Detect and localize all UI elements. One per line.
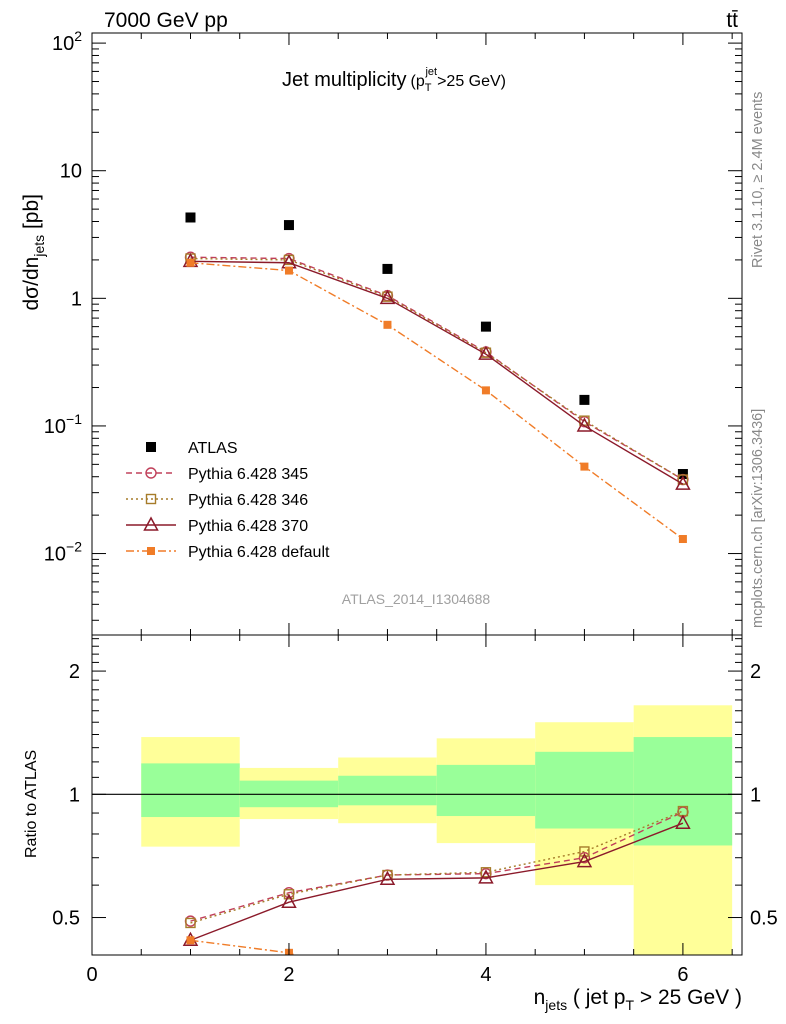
y-tick-label: 10−2 — [44, 539, 82, 566]
data-point — [576, 417, 593, 432]
data-point — [185, 212, 196, 223]
data-point — [383, 320, 392, 329]
data-point — [481, 386, 490, 395]
legend-entry: Pythia 6.428 345 — [126, 466, 308, 483]
legend-marker — [147, 547, 155, 555]
data-point — [578, 852, 591, 864]
ratio-ylabel: Ratio to ATLAS — [23, 750, 40, 858]
green-band — [436, 764, 536, 817]
green-band — [338, 775, 437, 806]
watermark: ATLAS_2014_I1304688 — [342, 591, 491, 607]
y-tick-label: 10 — [60, 161, 82, 183]
legend-entry: Pythia 6.428 default — [126, 544, 330, 561]
y-tick-label: 1 — [69, 784, 80, 806]
series-line-0 — [190, 811, 684, 922]
legend-label: Pythia 6.428 346 — [188, 492, 308, 509]
energy-label: 7000 GeV pp — [104, 9, 228, 32]
legend: ATLAS Pythia 6.428 345 Pythia 6.428 346 Pyt… — [126, 440, 330, 561]
legend-marker — [145, 467, 157, 479]
data-point — [579, 394, 590, 405]
data-point — [678, 535, 687, 544]
data-point — [284, 266, 293, 275]
data-point — [480, 867, 492, 878]
legend-marker — [145, 493, 157, 505]
x-tick-label: 0 — [86, 964, 97, 986]
series-pythia-6-428-346 — [185, 253, 689, 485]
main-ylabel: dσ/dnjets [pb] — [20, 194, 47, 311]
data-point — [186, 258, 195, 267]
ratio-series-pythia-6-428-370 — [182, 814, 691, 947]
series-line-3 — [190, 260, 684, 485]
green-band — [141, 763, 240, 818]
data-point — [185, 917, 196, 929]
data-point — [478, 345, 494, 360]
legend-entry: ATLAS — [146, 440, 238, 457]
green-band — [535, 751, 634, 829]
main-panel: 10−2 10−1 1 10 102 Jet multiplicity (pTjet>25… — [20, 28, 743, 636]
legend-entry: Pythia 6.428 370 — [126, 516, 308, 535]
legend-label: ATLAS — [188, 440, 238, 457]
y-tick-label-right: 2 — [750, 661, 761, 683]
series-line-3 — [190, 939, 297, 955]
x-tick-label: 6 — [677, 964, 688, 986]
series-pythia-6-428-345 — [184, 251, 689, 486]
rivet-version-label: Rivet 3.1.10, ≥ 2.4M events — [750, 92, 766, 268]
y-tick-label-right: 0.5 — [750, 908, 778, 930]
y-tick-label: 2 — [69, 661, 80, 683]
ratio-panel: 0 2 4 6 0.5 0.5 1 1 2 2 Ratio to ATLAS njets ( je… — [23, 634, 778, 1013]
x-tick-label: 4 — [480, 964, 491, 986]
series-pythia-6-428-default — [186, 258, 687, 544]
x-tick-label: 2 — [283, 964, 294, 986]
y-tick-label: 10−1 — [44, 411, 82, 438]
data-point — [186, 936, 195, 945]
data-point — [480, 321, 491, 332]
series-line-4 — [190, 262, 684, 540]
series-line-1 — [190, 256, 684, 481]
process-label: tt̄ — [726, 9, 738, 32]
data-point — [283, 889, 295, 900]
data-point — [675, 475, 691, 490]
x-axis-label: njets ( jet pT > 25 GeV ) — [534, 986, 742, 1013]
series-pythia-6-428-370 — [182, 252, 691, 490]
main-title: Jet multiplicity (pTjet>25 GeV) — [282, 66, 506, 94]
y-tick-label-right: 1 — [750, 784, 761, 806]
series-atlas — [185, 212, 688, 480]
data-point — [379, 870, 396, 886]
legend-marker — [143, 516, 159, 531]
mcplots-label: mcplots.cern.ch [arXiv:1306.3436] — [750, 409, 766, 628]
data-point — [478, 869, 494, 884]
ratio-series-pythia-6-428-default — [186, 936, 297, 955]
data-point — [382, 263, 393, 274]
data-point — [379, 289, 396, 305]
uncertainty-bands — [141, 705, 733, 955]
data-point — [283, 220, 294, 231]
y-tick-label: 0.5 — [52, 908, 80, 930]
data-point — [675, 814, 691, 829]
legend-label: Pythia 6.428 370 — [188, 518, 308, 535]
y-tick-label: 1 — [71, 288, 82, 310]
y-tick-label: 102 — [52, 28, 82, 55]
series-line-1 — [190, 810, 684, 924]
ratio-frame — [91, 634, 743, 956]
series-line-2 — [190, 822, 684, 941]
legend-marker — [146, 442, 156, 452]
data-point — [576, 852, 593, 868]
legend-label: Pythia 6.428 default — [188, 544, 330, 561]
data-point — [281, 893, 297, 908]
legend-label: Pythia 6.428 345 — [188, 466, 308, 483]
data-point — [580, 462, 589, 471]
legend-entry: Pythia 6.428 346 — [126, 492, 308, 509]
green-band — [633, 737, 733, 846]
series-line-2 — [190, 257, 684, 481]
